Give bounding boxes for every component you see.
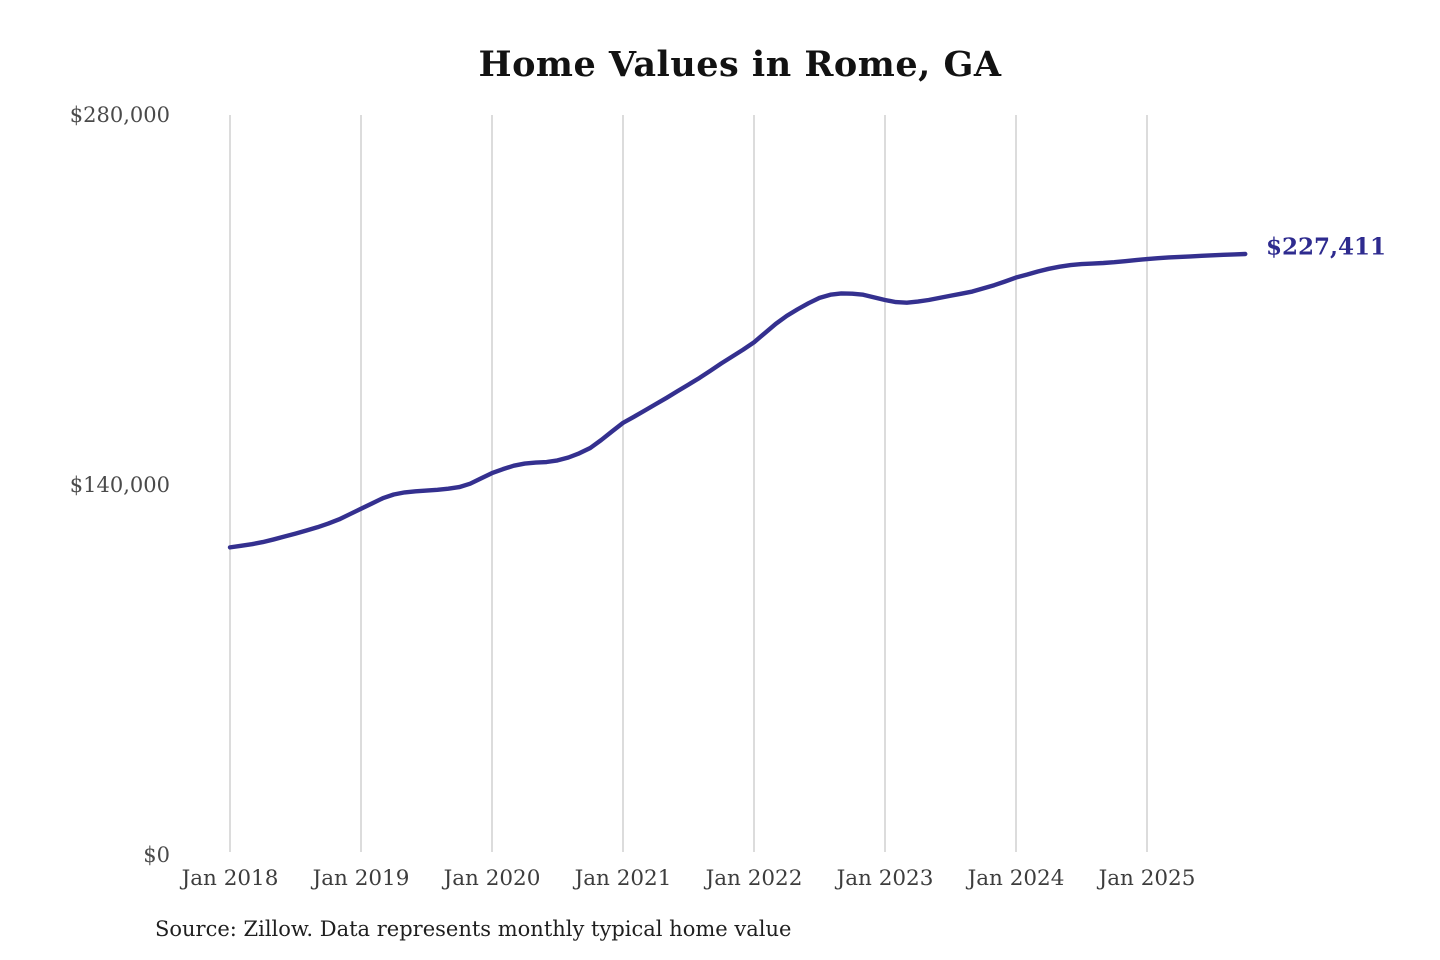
x-tick-jan-2018: Jan 2018 — [181, 866, 279, 891]
x-tick-jan-2022: Jan 2022 — [705, 866, 803, 891]
y-tick-280000: $280,000 — [69, 103, 170, 127]
y-tick-0: $0 — [143, 843, 170, 867]
y-tick-140000: $140,000 — [69, 473, 170, 497]
x-tick-jan-2023: Jan 2023 — [836, 866, 934, 891]
home-value-series-line — [227, 251, 1248, 550]
chart-title: Home Values in Rome, GA — [478, 44, 1002, 85]
gridlines — [229, 115, 1148, 852]
latest-value-label: $227,411 — [1266, 233, 1387, 261]
x-tick-jan-2024: Jan 2024 — [967, 866, 1065, 891]
source-note: Source: Zillow. Data represents monthly … — [155, 917, 792, 941]
x-tick-jan-2025: Jan 2025 — [1098, 866, 1196, 891]
x-tick-jan-2021: Jan 2021 — [574, 866, 672, 891]
x-tick-jan-2020: Jan 2020 — [443, 866, 541, 891]
x-tick-jan-2019: Jan 2019 — [312, 866, 410, 891]
